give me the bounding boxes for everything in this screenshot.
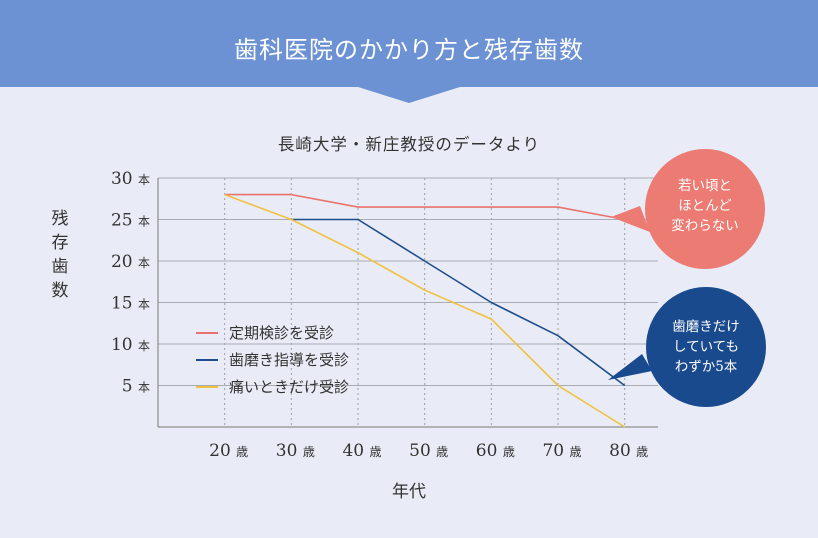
x-tick-label: 50 歳 [409, 441, 448, 461]
x-tick-label: 40 歳 [342, 441, 381, 461]
y-tick-label: 20 本 [111, 252, 150, 272]
y-axis-label-char: 数 [52, 281, 69, 301]
series-line-3 [224, 193, 626, 428]
chart-axes [157, 178, 658, 428]
y-tick-label: 30 本 [111, 169, 150, 189]
series-line-1 [224, 193, 625, 221]
legend-label: 歯磨き指導を受診 [229, 351, 349, 369]
x-tick-label: 70 歳 [542, 441, 581, 461]
title-banner [0, 0, 818, 103]
y-axis-label-char: 歯 [52, 257, 69, 277]
x-tick-labels: 20 歳 30 歳 40 歳 50 歳 60 歳 70 歳 80 歳 [209, 441, 648, 461]
legend-label: 痛いときだけ受診 [229, 378, 349, 396]
series-lines [224, 193, 626, 428]
page-title: 歯科医院のかかり方と残存歯数 [234, 36, 584, 64]
x-tick-label: 60 歳 [476, 441, 515, 461]
y-tick-label: 5 本 [122, 377, 150, 397]
x-tick-label: 30 歳 [276, 441, 315, 461]
chart-source-note: 長崎大学・新庄教授のデータより [277, 135, 541, 154]
annotation-bubble [645, 149, 765, 269]
y-tick-label: 10 本 [111, 335, 150, 355]
annotation-text-line: わずか5本 [675, 359, 738, 375]
legend-label: 定期検診を受診 [229, 324, 334, 342]
annotation-text-line: 変わらない [671, 217, 739, 234]
annotation-text-line: 歯磨きだけ [672, 319, 740, 335]
y-tick-label: 25 本 [111, 211, 150, 231]
y-axis-label-char: 存 [52, 233, 69, 253]
y-tick-labels: 5 本 10 本 15 本 20 本 25 本 30 本 [111, 169, 150, 397]
x-tick-label: 80 歳 [609, 441, 648, 461]
y-tick-label: 15 本 [111, 294, 150, 314]
annotation-bubble [646, 287, 766, 407]
series-line-2 [291, 218, 626, 387]
annotation-text-line: していても [673, 339, 739, 355]
annotation-text-line: ほとんど [678, 198, 732, 214]
y-axis-label: 残存歯数 [52, 209, 69, 301]
x-tick-label: 20 歳 [209, 441, 248, 461]
annotation-bubble-tail [611, 206, 650, 232]
annotation-text-line: 若い頃と [678, 178, 732, 194]
y-axis-label-char: 残 [52, 209, 69, 229]
x-axis-label: 年代 [392, 482, 426, 502]
annotation-bubble-tail [608, 354, 652, 380]
